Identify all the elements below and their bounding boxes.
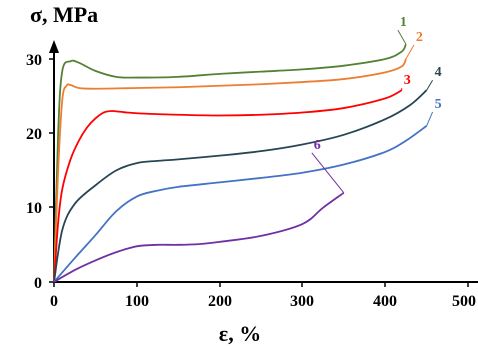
y-axis-title: σ, MPa (30, 2, 98, 27)
x-tick-label: 300 (290, 293, 314, 310)
series-label-1: 1 (400, 15, 407, 30)
series-line-5 (53, 125, 428, 283)
y-ticks: 0 10 20 30 (26, 52, 54, 292)
series-label-4: 4 (435, 65, 442, 80)
series-leader-1 (397, 29, 407, 45)
series-label-5: 5 (435, 97, 442, 112)
x-tick-label: 500 (452, 293, 476, 310)
series-line-3 (53, 89, 403, 283)
x-axis-title: ε, % (219, 321, 261, 346)
x-tick-label: 200 (208, 293, 232, 310)
series-label-2: 2 (416, 30, 423, 45)
x-tick-label: 100 (125, 293, 149, 310)
y-tick-label: 0 (34, 275, 42, 292)
y-tick-label: 30 (26, 52, 42, 69)
series-line-4 (53, 89, 428, 283)
series-label-6: 6 (314, 138, 321, 153)
x-tick-label: 0 (50, 293, 58, 310)
series-leader-4 (426, 79, 434, 91)
series-leader-5 (426, 111, 434, 127)
series-line-6 (53, 192, 345, 283)
y-tick-label: 10 (26, 200, 42, 217)
series-leader-2 (405, 44, 415, 60)
y-axis-arrow (49, 40, 59, 53)
x-ticks: 0 100 200 300 400 500 (50, 282, 476, 310)
x-tick-label: 400 (373, 293, 397, 310)
series-layer: 12 3 4 5 6 (53, 15, 442, 283)
series-line-1 (53, 43, 407, 283)
y-tick-label: 20 (26, 126, 42, 143)
series-line-2 (53, 58, 407, 283)
series-label-3: 3 (404, 73, 411, 88)
series-leader-6 (311, 152, 345, 194)
